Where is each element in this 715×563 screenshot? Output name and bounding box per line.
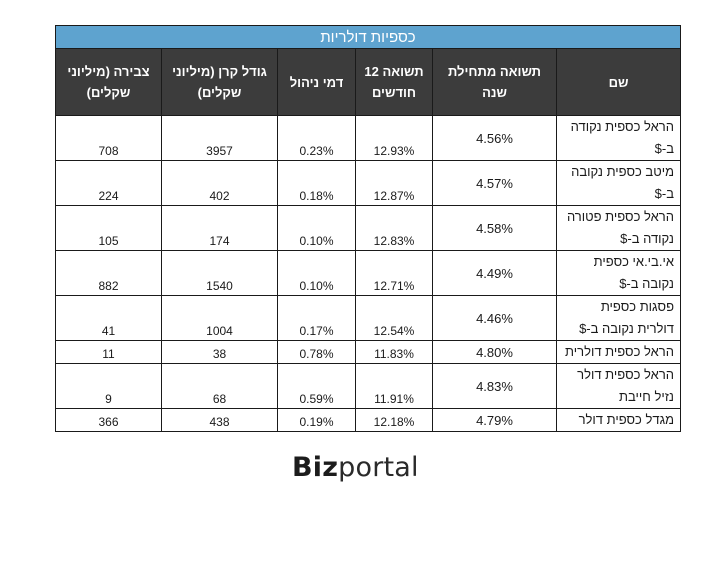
management-fee: 0.19%	[277, 408, 356, 432]
header-12-month-return: תשואה 12 חודשים	[355, 48, 433, 116]
fund-size: 438	[161, 408, 278, 432]
table-title-row: כספיות דולריות	[55, 25, 681, 49]
ytd-return: 4.80%	[432, 340, 557, 364]
table-row: הראל כספית נקודה ב-$ 4.56% 12.93% 0.23% …	[55, 115, 681, 161]
inflow: 882	[55, 250, 162, 296]
ytd-return: 4.58%	[432, 205, 557, 251]
fund-name: פסגות כספית דולרית נקובה ב-$	[556, 295, 681, 341]
fund-size: 1540	[161, 250, 278, 296]
management-fee: 0.23%	[277, 115, 356, 161]
return-12m: 12.93%	[355, 115, 433, 161]
fund-name: מגדל כספית דולר	[556, 408, 681, 432]
fund-name: הראל כספית דולר נזיל חייבת	[556, 363, 681, 409]
fund-size: 3957	[161, 115, 278, 161]
dollar-money-market-funds-table: כספיות דולריות שם תשואה מתחילת שנה תשואה…	[55, 25, 681, 432]
return-12m: 12.54%	[355, 295, 433, 341]
funds-table-container: כספיות דולריות שם תשואה מתחילת שנה תשואה…	[55, 25, 681, 432]
inflow: 224	[55, 160, 162, 206]
return-12m: 12.71%	[355, 250, 433, 296]
management-fee: 0.78%	[277, 340, 356, 364]
logo-bold-text: Biz	[292, 452, 339, 483]
fund-size: 38	[161, 340, 278, 364]
fund-size: 68	[161, 363, 278, 409]
table-row: אי.בי.אי כספית נקובה ב-$ 4.49% 12.71% 0.…	[55, 250, 681, 296]
management-fee: 0.10%	[277, 205, 356, 251]
management-fee: 0.59%	[277, 363, 356, 409]
inflow: 9	[55, 363, 162, 409]
ytd-return: 4.83%	[432, 363, 557, 409]
table-row: מגדל כספית דולר 4.79% 12.18% 0.19% 438 3…	[55, 408, 681, 432]
ytd-return: 4.46%	[432, 295, 557, 341]
return-12m: 12.87%	[355, 160, 433, 206]
inflow: 11	[55, 340, 162, 364]
return-12m: 12.18%	[355, 408, 433, 432]
return-12m: 12.83%	[355, 205, 433, 251]
fund-name: הראל כספית דולרית	[556, 340, 681, 364]
ytd-return: 4.79%	[432, 408, 557, 432]
bizportal-logo: Bizportal	[292, 452, 419, 483]
return-12m: 11.91%	[355, 363, 433, 409]
fund-size: 1004	[161, 295, 278, 341]
logo-light-text: portal	[338, 452, 419, 483]
return-12m: 11.83%	[355, 340, 433, 364]
header-inflow: צבירה (מיליוני שקלים)	[55, 48, 162, 116]
table-row: פסגות כספית דולרית נקובה ב-$ 4.46% 12.54…	[55, 295, 681, 341]
fund-name: מיטב כספית נקובה ב-$	[556, 160, 681, 206]
header-fund-size: גודל קרן (מיליוני שקלים)	[161, 48, 278, 116]
inflow: 105	[55, 205, 162, 251]
inflow: 41	[55, 295, 162, 341]
table-row: הראל כספית דולרית 4.80% 11.83% 0.78% 38 …	[55, 340, 681, 364]
header-management-fee: דמי ניהול	[277, 48, 356, 116]
header-name: שם	[556, 48, 681, 116]
inflow: 366	[55, 408, 162, 432]
fund-name: הראל כספית נקודה ב-$	[556, 115, 681, 161]
fund-size: 402	[161, 160, 278, 206]
table-row: הראל כספית פטורה נקודה ב-$ 4.58% 12.83% …	[55, 205, 681, 251]
management-fee: 0.18%	[277, 160, 356, 206]
table-row: הראל כספית דולר נזיל חייבת 4.83% 11.91% …	[55, 363, 681, 409]
ytd-return: 4.56%	[432, 115, 557, 161]
management-fee: 0.10%	[277, 250, 356, 296]
management-fee: 0.17%	[277, 295, 356, 341]
ytd-return: 4.57%	[432, 160, 557, 206]
header-ytd-return: תשואה מתחילת שנה	[432, 48, 557, 116]
inflow: 708	[55, 115, 162, 161]
fund-name: הראל כספית פטורה נקודה ב-$	[556, 205, 681, 251]
ytd-return: 4.49%	[432, 250, 557, 296]
table-row: מיטב כספית נקובה ב-$ 4.57% 12.87% 0.18% …	[55, 160, 681, 206]
fund-name: אי.בי.אי כספית נקובה ב-$	[556, 250, 681, 296]
table-header-row: שם תשואה מתחילת שנה תשואה 12 חודשים דמי …	[55, 48, 681, 116]
fund-size: 174	[161, 205, 278, 251]
table-title: כספיות דולריות	[55, 25, 681, 49]
